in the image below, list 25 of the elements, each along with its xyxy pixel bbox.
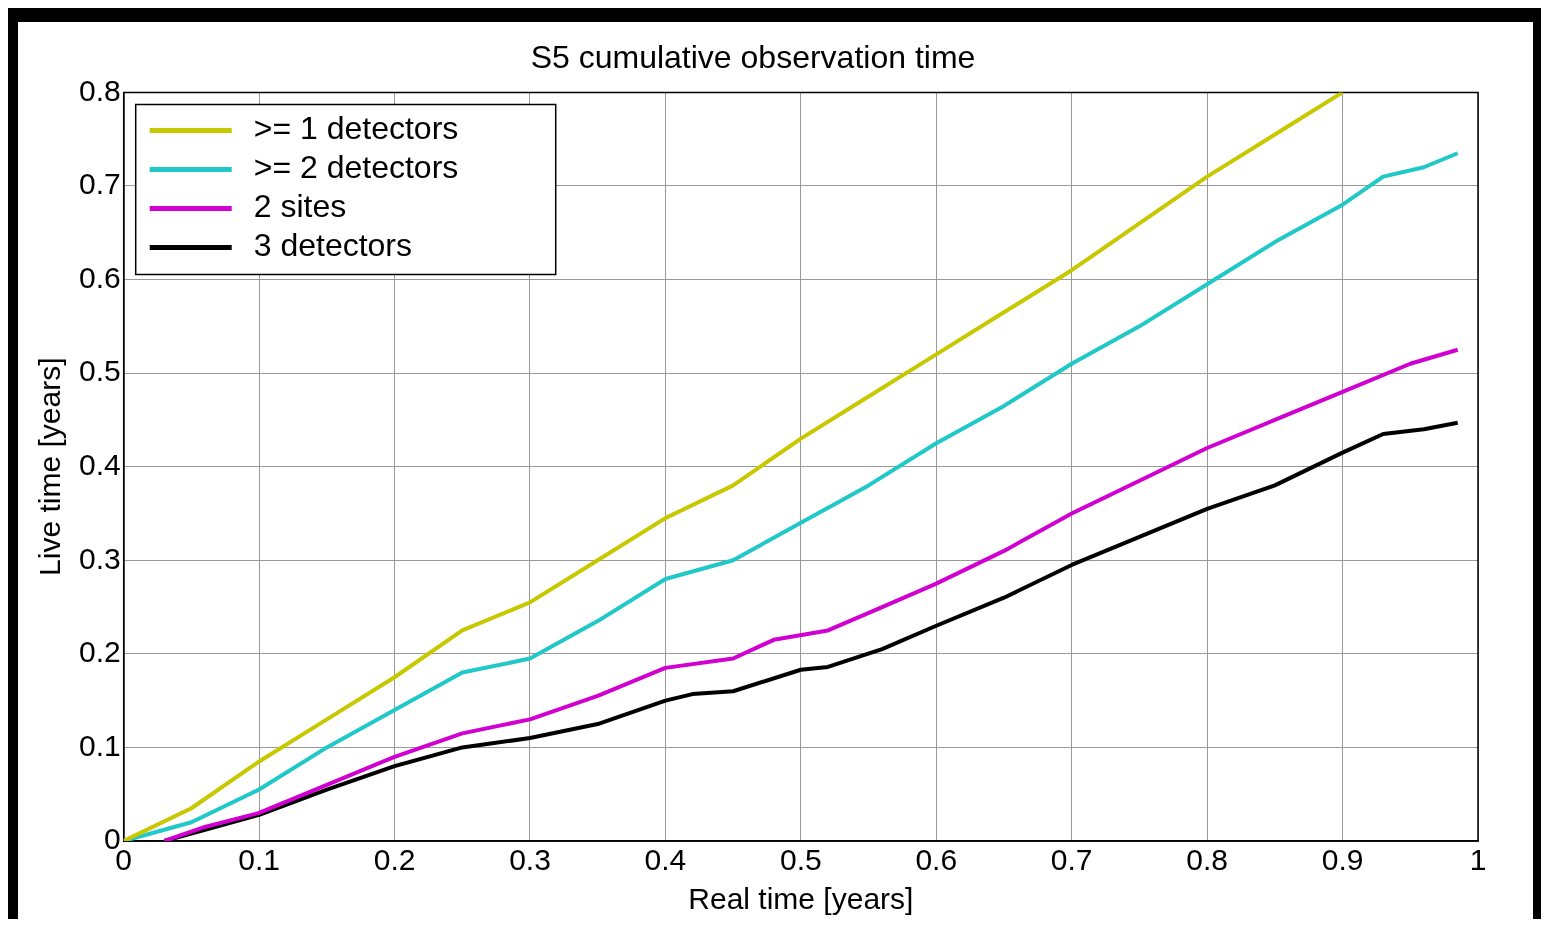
y-tick-label: 0.6 xyxy=(78,260,121,294)
x-tick-label: 0.8 xyxy=(1186,843,1228,877)
y-axis-title: Live time [years] xyxy=(33,357,67,576)
legend-label: >= 2 detectors xyxy=(253,149,459,186)
legend-label: >= 1 detectors xyxy=(253,110,459,147)
x-tick-label: 0.6 xyxy=(915,843,958,877)
x-tick-label: 1 xyxy=(1469,843,1487,877)
y-tick-label: 0.8 xyxy=(78,73,121,107)
y-tick-label: 0.2 xyxy=(78,635,121,669)
legend-label: 3 detectors xyxy=(253,227,413,264)
x-tick-label: 0.2 xyxy=(373,843,416,877)
chart-title: S5 cumulative observation time xyxy=(530,39,976,76)
y-tick-label: 0.7 xyxy=(78,167,121,201)
x-tick-label: 0.9 xyxy=(1321,843,1364,877)
x-tick-label: 0.5 xyxy=(779,843,822,877)
y-tick-label: 0.5 xyxy=(78,354,121,388)
y-tick-label: 0.1 xyxy=(78,728,121,762)
x-axis-title: Real time [years] xyxy=(688,882,914,916)
x-tick-label: 0.7 xyxy=(1050,843,1093,877)
y-tick-label: 0.3 xyxy=(78,541,121,575)
x-tick-label: 0.3 xyxy=(509,843,551,877)
x-tick-label: 0.1 xyxy=(238,843,280,877)
legend-label: 2 sites xyxy=(253,188,347,225)
y-tick-label: 0.4 xyxy=(78,447,121,481)
x-tick-label: 0.4 xyxy=(644,843,687,877)
